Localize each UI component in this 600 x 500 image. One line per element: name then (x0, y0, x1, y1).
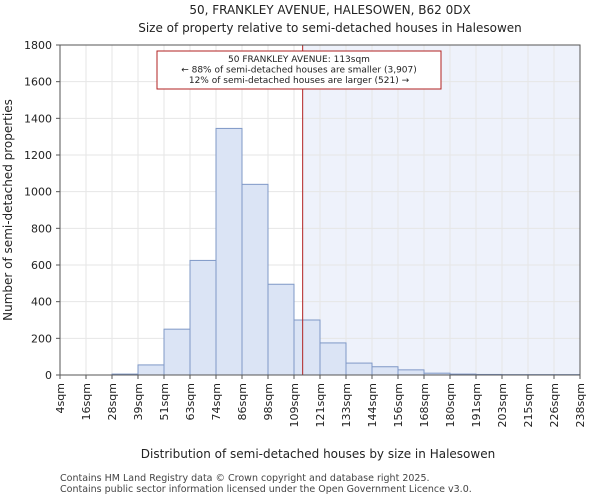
x-tick-label: 168sqm (418, 383, 431, 427)
x-tick-label: 121sqm (314, 383, 327, 427)
annotation-line-1: 50 FRANKLEY AVENUE: 113sqm (228, 55, 370, 65)
y-axis: 0 200 400 600 800 1000 1200 1400 1600 1800 (24, 39, 60, 382)
x-tick-label: 63sqm (184, 383, 197, 420)
bar-86sqm (241, 183, 269, 376)
x-tick-label: 98sqm (262, 383, 275, 420)
x-tick-label: 4sqm (54, 383, 67, 413)
x-tick-label: 180sqm (444, 383, 457, 427)
x-tick-label: 16sqm (80, 383, 93, 420)
bar-98sqm (267, 283, 295, 376)
x-tick-label: 28sqm (106, 383, 119, 420)
bar-156sqm (397, 369, 425, 376)
y-tick-label: 1000 (24, 186, 52, 199)
y-tick-label: 1200 (24, 149, 52, 162)
y-tick-label: 1800 (24, 39, 52, 52)
x-tick-label: 86sqm (236, 383, 249, 420)
x-axis-label: Distribution of semi-detached houses by … (141, 447, 495, 461)
x-tick-label: 133sqm (340, 383, 353, 427)
y-tick-label: 1400 (24, 112, 52, 125)
bar-74sqm (215, 127, 243, 376)
x-tick-label: 191sqm (470, 383, 483, 427)
bars-group (111, 127, 581, 376)
x-tick-label: 203sqm (496, 383, 509, 427)
footer-copyright: Contains HM Land Registry data © Crown c… (60, 473, 430, 484)
x-tick-label: 109sqm (288, 383, 301, 427)
annotation-line-2: ← 88% of semi-detached houses are smalle… (181, 66, 417, 76)
annotation-box (156, 50, 442, 90)
bar-109sqm (293, 319, 321, 376)
bar-63sqm (189, 259, 217, 376)
plot-area (59, 44, 581, 376)
bar-121sqm (319, 342, 347, 376)
x-tick-label: 74sqm (210, 383, 223, 420)
y-tick-label: 1600 (24, 76, 52, 89)
x-tick-label: 51sqm (158, 383, 171, 420)
annotation-line-3: 12% of semi-detached houses are larger (… (189, 76, 410, 86)
y-tick-label: 0 (45, 369, 52, 382)
y-tick-label: 600 (31, 259, 52, 272)
bar-39sqm (137, 364, 165, 376)
x-tick-label: 238sqm (574, 383, 587, 427)
x-tick-label: 215sqm (522, 383, 535, 427)
bar-133sqm (345, 362, 373, 376)
chart-subtitle: Size of property relative to semi-detach… (138, 21, 522, 35)
x-axis: 4sqm 16sqm 28sqm 39sqm 51sqm 63sqm 74sqm 86sqm 9… (54, 375, 587, 427)
footer-licence: Contains public sector information licen… (60, 484, 472, 495)
x-tick-label: 156sqm (392, 383, 405, 427)
y-tick-label: 800 (31, 222, 52, 235)
property-annotation: 50 FRANKLEY AVENUE: 113sqm ← 88% of semi… (156, 50, 442, 90)
x-tick-label: 39sqm (132, 383, 145, 420)
x-tick-label: 144sqm (366, 383, 379, 427)
y-tick-label: 400 (31, 296, 52, 309)
y-tick-label: 200 (31, 332, 52, 345)
x-tick-label: 226sqm (548, 383, 561, 427)
bar-51sqm (163, 328, 191, 376)
larger-region-shading (302, 45, 580, 375)
y-axis-label: Number of semi-detached properties (1, 99, 15, 321)
bar-144sqm (371, 366, 399, 376)
chart-title: 50, FRANKLEY AVENUE, HALESOWEN, B62 0DX (189, 3, 470, 17)
